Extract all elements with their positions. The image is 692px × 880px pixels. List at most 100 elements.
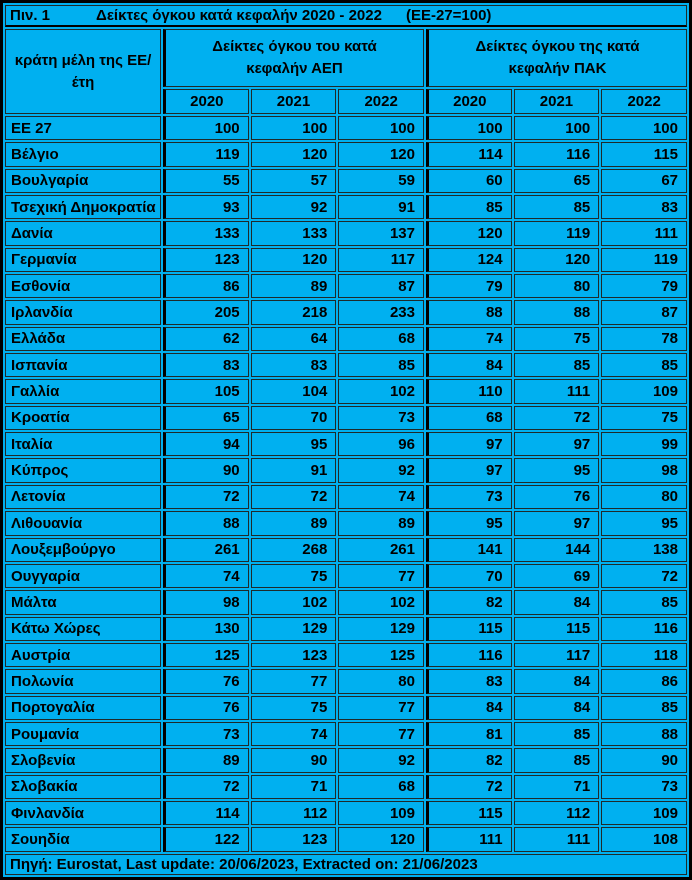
country-cell: Κροατία <box>5 405 161 431</box>
country-cell: Τσεχική Δημοκρατία <box>5 195 161 220</box>
footer-row: Πηγή: Eurostat, Last update: 20/06/2023,… <box>5 854 687 875</box>
table-row: Κάτω Χώρες 130 129 129 115 115 116 <box>5 616 687 641</box>
country-cell: Ρουμανία <box>5 721 161 747</box>
value-cell: 57 <box>250 168 337 194</box>
country-cell: Γαλλία <box>5 379 161 404</box>
value-cell: 114 <box>425 142 512 167</box>
value-cell: 116 <box>513 142 600 167</box>
value-cell: 117 <box>513 642 600 668</box>
country-cell: Ουγγαρία <box>5 563 161 589</box>
table-row: Βέλγιο 119 120 120 114 116 115 <box>5 142 687 167</box>
value-cell: 92 <box>338 458 424 483</box>
value-cell: 109 <box>338 800 424 826</box>
page-title: Πιν. 1 Δείκτες όγκου κατά κεφαλήν 2020 - … <box>5 5 687 27</box>
value-cell: 84 <box>425 353 512 378</box>
value-cell: 89 <box>250 274 337 299</box>
value-cell: 73 <box>338 405 424 431</box>
value-cell: 77 <box>338 563 424 589</box>
country-cell: Αυστρία <box>5 642 161 668</box>
value-cell: 68 <box>425 405 512 431</box>
value-cell: 122 <box>163 827 249 852</box>
value-cell: 261 <box>163 537 249 562</box>
year-header-gdp-2022: 2022 <box>338 89 424 114</box>
value-cell: 100 <box>601 116 687 141</box>
value-cell: 141 <box>425 537 512 562</box>
source-note: Πηγή: Eurostat, Last update: 20/06/2023,… <box>5 854 687 875</box>
value-cell: 77 <box>338 721 424 747</box>
group-header-row: κράτη μέλη της ΕΕ/ έτη Δείκτες όγκου του… <box>5 29 687 114</box>
value-cell: 97 <box>425 458 512 483</box>
value-cell: 144 <box>513 537 600 562</box>
value-cell: 92 <box>250 195 337 220</box>
value-cell: 77 <box>338 695 424 720</box>
value-cell: 68 <box>338 326 424 352</box>
value-cell: 85 <box>513 748 600 773</box>
table-row: Ρουμανία 73 74 77 81 85 88 <box>5 721 687 747</box>
row-header-cell: κράτη μέλη της ΕΕ/ έτη <box>5 29 161 114</box>
value-cell: 114 <box>163 800 249 826</box>
value-cell: 88 <box>601 721 687 747</box>
value-cell: 92 <box>338 748 424 773</box>
value-cell: 100 <box>163 116 249 141</box>
country-cell: Ισπανία <box>5 353 161 378</box>
value-cell: 85 <box>513 721 600 747</box>
country-cell: Ιρλανδία <box>5 300 161 325</box>
title-text: Δείκτες όγκου κατά κεφαλήν 2020 - 2022 <box>96 7 382 24</box>
value-cell: 76 <box>163 695 249 720</box>
value-cell: 85 <box>425 195 512 220</box>
value-cell: 96 <box>338 432 424 457</box>
value-cell: 124 <box>425 247 512 273</box>
country-cell: Ελλάδα <box>5 326 161 352</box>
value-cell: 123 <box>163 247 249 273</box>
value-cell: 98 <box>163 590 249 615</box>
value-cell: 83 <box>163 353 249 378</box>
country-cell: Κύπρος <box>5 458 161 483</box>
value-cell: 97 <box>513 432 600 457</box>
value-cell: 83 <box>601 195 687 220</box>
value-cell: 55 <box>163 168 249 194</box>
value-cell: 72 <box>163 484 249 510</box>
value-cell: 100 <box>250 116 337 141</box>
value-cell: 79 <box>601 274 687 299</box>
value-cell: 133 <box>250 221 337 246</box>
value-cell: 81 <box>425 721 512 747</box>
table-head: Πιν. 1 Δείκτες όγκου κατά κεφαλήν 2020 - … <box>5 5 687 114</box>
value-cell: 65 <box>513 168 600 194</box>
value-cell: 77 <box>250 669 337 694</box>
table-row: Γαλλία 105 104 102 110 111 109 <box>5 379 687 404</box>
value-cell: 86 <box>163 274 249 299</box>
value-cell: 73 <box>425 484 512 510</box>
value-cell: 102 <box>250 590 337 615</box>
value-cell: 111 <box>601 221 687 246</box>
value-cell: 111 <box>425 827 512 852</box>
table-row: Λιθουανία 88 89 89 95 97 95 <box>5 511 687 536</box>
table-row: Ιταλία 94 95 96 97 97 99 <box>5 432 687 457</box>
value-cell: 91 <box>250 458 337 483</box>
value-cell: 85 <box>601 695 687 720</box>
value-cell: 233 <box>338 300 424 325</box>
value-cell: 95 <box>513 458 600 483</box>
value-cell: 71 <box>513 774 600 799</box>
title-note: (ΕΕ-27=100) <box>405 7 492 24</box>
value-cell: 75 <box>513 326 600 352</box>
table-foot: Πηγή: Eurostat, Last update: 20/06/2023,… <box>5 854 687 875</box>
data-table: Πιν. 1 Δείκτες όγκου κατά κεφαλήν 2020 - … <box>3 3 689 877</box>
value-cell: 73 <box>163 721 249 747</box>
value-cell: 64 <box>250 326 337 352</box>
value-cell: 97 <box>425 432 512 457</box>
value-cell: 75 <box>250 695 337 720</box>
value-cell: 268 <box>250 537 337 562</box>
value-cell: 78 <box>601 326 687 352</box>
value-cell: 76 <box>163 669 249 694</box>
value-cell: 68 <box>338 774 424 799</box>
table-row: Σουηδία 122 123 120 111 111 108 <box>5 827 687 852</box>
value-cell: 93 <box>163 195 249 220</box>
table-row: Εσθονία 86 89 87 79 80 79 <box>5 274 687 299</box>
year-header-aic-2020: 2020 <box>425 89 512 114</box>
year-header-aic-2022: 2022 <box>601 89 687 114</box>
value-cell: 102 <box>338 590 424 615</box>
country-cell: Φινλανδία <box>5 800 161 826</box>
value-cell: 218 <box>250 300 337 325</box>
country-cell: Πορτογαλία <box>5 695 161 720</box>
